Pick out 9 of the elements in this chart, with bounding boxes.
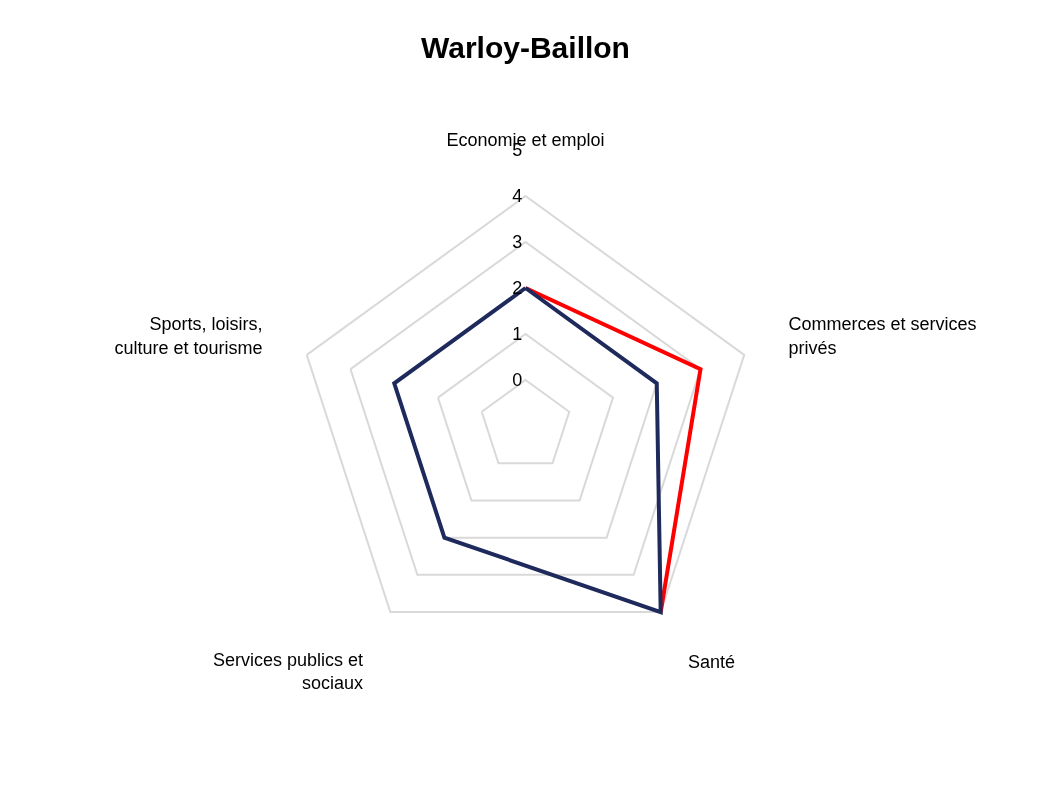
y-tick-label: 4 — [512, 185, 523, 206]
spoke-label: Commerces et services privés — [788, 314, 977, 358]
y-tick-label: 1 — [512, 323, 523, 344]
spoke-label: Services publics et sociaux — [212, 649, 363, 694]
y-tick-label: 3 — [512, 231, 523, 252]
spoke-label: Sports, loisirs, culture et tourisme — [114, 314, 263, 358]
spoke-label: Santé — [688, 651, 736, 672]
y-tick-label: 0 — [512, 369, 523, 390]
chart-title: Warloy-Baillon — [421, 30, 630, 64]
